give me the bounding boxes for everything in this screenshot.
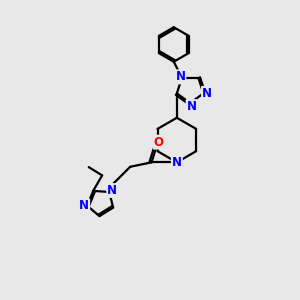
Text: N: N — [172, 156, 182, 169]
Text: N: N — [107, 184, 117, 197]
Text: O: O — [154, 136, 164, 148]
Text: N: N — [79, 199, 89, 212]
Text: N: N — [187, 100, 196, 113]
Text: N: N — [202, 87, 212, 100]
Text: N: N — [176, 70, 185, 83]
